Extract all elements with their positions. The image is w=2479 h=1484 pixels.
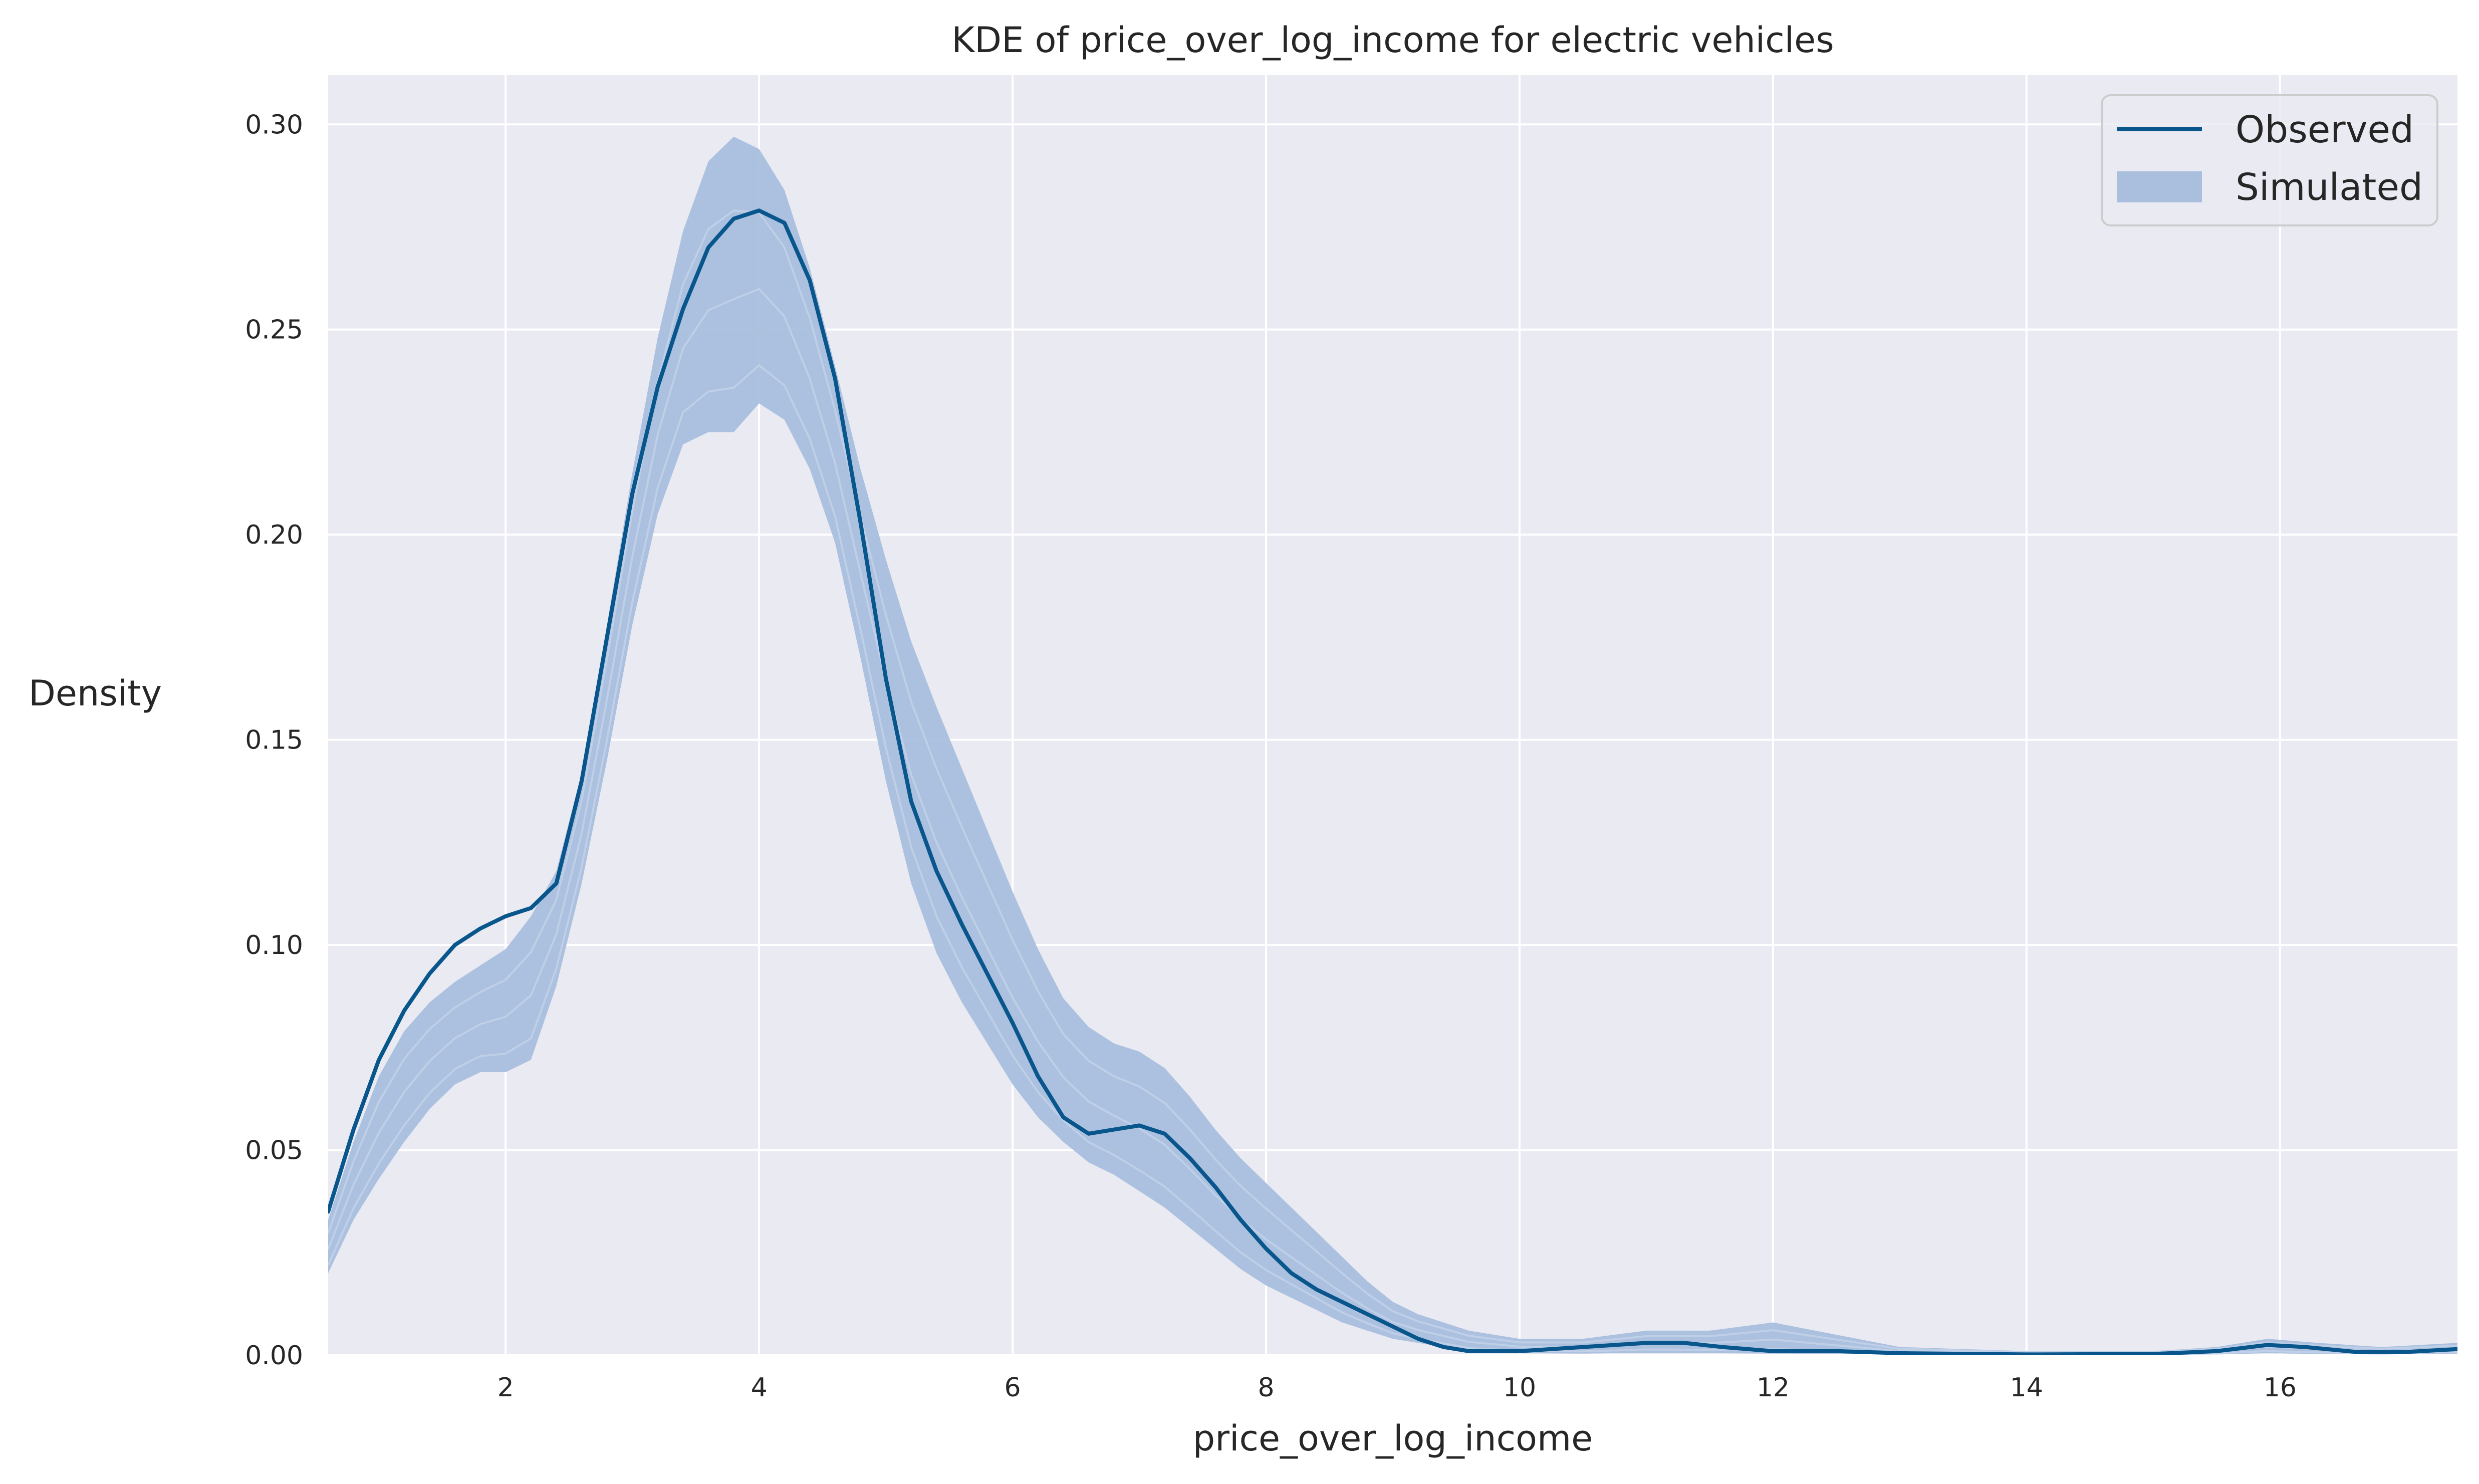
- observed-line: [328, 208, 2457, 1355]
- y-tick-label: 0.05: [245, 1136, 303, 1166]
- legend: Observed Simulated: [2101, 94, 2438, 226]
- plot-area: [328, 75, 2457, 1355]
- legend-observed-label: Observed: [2236, 108, 2414, 151]
- y-tick-label: 0.15: [245, 725, 303, 756]
- x-tick-label: 4: [751, 1373, 768, 1403]
- y-axis-label: Density: [29, 673, 162, 714]
- simulated-curve: [328, 209, 2457, 1353]
- y-tick-label: 0.00: [245, 1341, 303, 1371]
- x-tick-label: 12: [1757, 1373, 1790, 1403]
- y-tick-label: 0.20: [245, 520, 303, 550]
- chart-title: KDE of price_over_log_income for electri…: [951, 20, 1834, 61]
- tick-labels: 2 4 6 8 10 12 14 16 0.00 0.05 0.10 0.15 0.20 0.25 0.30: [245, 110, 2297, 1403]
- x-tick-label: 8: [1258, 1373, 1274, 1403]
- x-tick-label: 2: [498, 1373, 514, 1403]
- legend-simulated-swatch: [2117, 171, 2202, 202]
- legend-simulated-label: Simulated: [2236, 166, 2423, 209]
- x-axis-label: price_over_log_income: [1193, 1418, 1593, 1459]
- x-tick-label: 14: [2010, 1373, 2043, 1403]
- simulated-curve: [328, 364, 2457, 1355]
- x-tick-label: 16: [2264, 1373, 2297, 1403]
- y-tick-label: 0.30: [245, 110, 303, 140]
- y-tick-label: 0.10: [245, 930, 303, 960]
- y-tick-label: 0.25: [245, 315, 303, 345]
- grid-lines: [328, 75, 2457, 1356]
- data-layer: [328, 136, 2457, 1355]
- simulated-curve: [328, 288, 2457, 1354]
- x-tick-label: 6: [1005, 1373, 1021, 1403]
- x-tick-label: 10: [1503, 1373, 1536, 1403]
